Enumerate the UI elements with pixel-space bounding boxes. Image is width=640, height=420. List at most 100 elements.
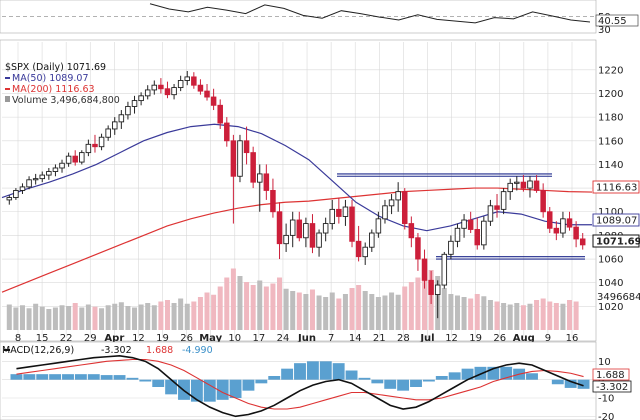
candle-body [533, 180, 540, 191]
price-panel: 1220120011801160114011201100108010601040… [0, 39, 640, 344]
candle-body [111, 121, 118, 130]
candle-body [461, 219, 467, 229]
volume-bar [461, 297, 467, 330]
candle-body [421, 258, 428, 281]
x-tick-label: 19 [469, 333, 482, 344]
volume-bar [151, 305, 157, 330]
volume-bar [39, 306, 45, 330]
volume-bar [178, 298, 184, 330]
macd-hist-bar [448, 372, 461, 380]
macd-legend-hist: -4.990 [182, 345, 213, 356]
candle-body [355, 240, 362, 258]
volume-bar [336, 298, 342, 330]
macd-hist-bar [242, 379, 255, 391]
macd-legend-macd: -3.302 [101, 345, 132, 356]
volume-bar [164, 300, 170, 330]
x-tick-label: Aug [513, 333, 535, 344]
volume-tag: 3496684 [597, 292, 640, 303]
volume-bar [191, 301, 197, 330]
candle-body [316, 232, 322, 248]
ma200-line [1, 187, 593, 293]
price-y-tick: 1020 [598, 302, 623, 313]
candle-body [210, 96, 217, 106]
macd-hist-bar [435, 376, 448, 380]
candle-body [369, 232, 375, 248]
legend-ma50: MA(50) 1089.07 [12, 73, 89, 84]
candle-body [448, 240, 454, 255]
candle-body [26, 179, 32, 188]
volume-bar [263, 286, 269, 330]
rsi-tick-30: 30 [598, 25, 611, 36]
x-tick-label: 29 [84, 333, 97, 344]
candle-body [507, 182, 513, 193]
candle-body [342, 206, 349, 217]
candle-body [382, 205, 388, 220]
volume-bar [573, 301, 579, 330]
candle-body [171, 87, 177, 96]
macd-marks [10, 355, 590, 418]
volume-bar [283, 288, 289, 330]
candle-body [303, 223, 309, 239]
x-tick-label: Jun [297, 333, 316, 344]
macd-hist-bar [577, 379, 590, 389]
x-tick-label: 7 [328, 333, 334, 344]
volume-bar [547, 301, 553, 330]
candle-body [151, 84, 158, 91]
candle-body [388, 199, 395, 207]
price-y-tick: 1200 [598, 89, 623, 100]
macd-hist-bar [36, 374, 49, 380]
candle-body [256, 173, 263, 183]
volume-bar [507, 304, 513, 330]
volume-bar [184, 303, 190, 330]
macd-hist-bar [332, 363, 345, 380]
macd-tag-box [592, 380, 632, 393]
macd-hist-bar [100, 375, 113, 380]
candle-body [375, 218, 382, 234]
volume-bar [197, 297, 203, 330]
candle-body [289, 219, 296, 236]
candle-body [309, 223, 316, 248]
volume-bar [481, 296, 487, 330]
macd-tag: -3.302 [596, 382, 628, 393]
candle-body [401, 191, 408, 225]
macd-hist-bar [165, 379, 178, 395]
candle-body [144, 89, 151, 97]
x-tick-label: 14 [349, 333, 362, 344]
candle-body [520, 181, 527, 189]
volume-bar [224, 277, 230, 330]
candle-body [118, 114, 125, 123]
candle-body [6, 197, 13, 201]
volume-bar [230, 268, 236, 330]
volume-bar [105, 305, 111, 330]
volume-bar [375, 297, 381, 330]
volume-bar [474, 294, 480, 330]
candle-body [184, 76, 191, 81]
volume-bar [125, 306, 131, 330]
volume-bar [534, 300, 540, 330]
macd-hist-bar [49, 374, 62, 380]
signal-tag: 1.688 [596, 370, 625, 381]
macd-panel: 100-10-20 1.688 -3.302 MACD(12,26,9) -3.… [0, 341, 632, 420]
volume-bar [309, 289, 315, 330]
volume-bar [138, 304, 144, 330]
candle-body [19, 186, 26, 191]
candle-body [39, 174, 46, 180]
volume-bar [250, 285, 256, 330]
moving-average-lines [1, 123, 593, 293]
ma50-tag-box [592, 213, 640, 227]
legend-volume: Volume 3,496,684,800 [12, 95, 120, 106]
volume-bar [6, 304, 12, 330]
price-tags: 1116.63 1089.07 1071.69 3496684 [592, 180, 640, 303]
macd-hist-bar [74, 374, 87, 380]
macd-hist-bar [474, 366, 487, 380]
volume-bar [112, 303, 118, 330]
x-tick-label: 9 [545, 333, 551, 344]
candle-body [329, 208, 336, 225]
macd-hist-bar [306, 361, 319, 380]
price-y-tick: 1040 [598, 278, 623, 289]
macd-hist-bar [526, 373, 538, 380]
legend-volume-swatch [5, 96, 10, 102]
volume-bar [362, 291, 368, 330]
candle-body [362, 246, 368, 258]
